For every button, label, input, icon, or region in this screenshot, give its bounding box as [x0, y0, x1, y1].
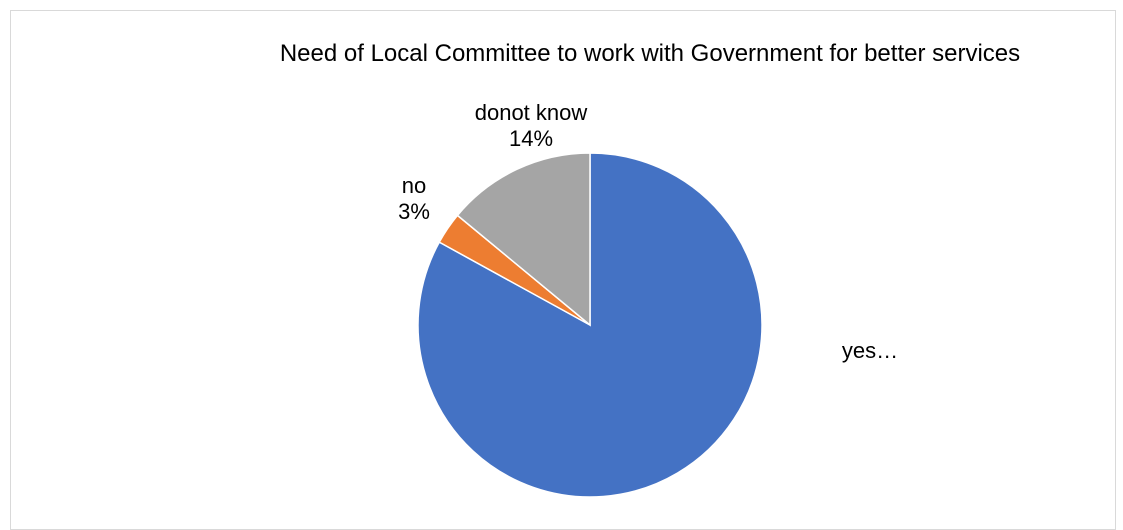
pie-chart-plot: yes… no 3% donot know 14% — [398, 100, 898, 498]
pie-labels: yes… no 3% donot know 14% — [398, 100, 898, 363]
data-label-no: no 3% — [398, 173, 430, 224]
chart-title: Need of Local Committee to work with Gov… — [279, 40, 1021, 67]
pie-slices — [417, 152, 763, 498]
data-label-donot-know: donot know 14% — [475, 100, 588, 151]
pie-slice-donot-know — [456, 152, 591, 327]
data-label-yes: yes… — [842, 338, 898, 363]
